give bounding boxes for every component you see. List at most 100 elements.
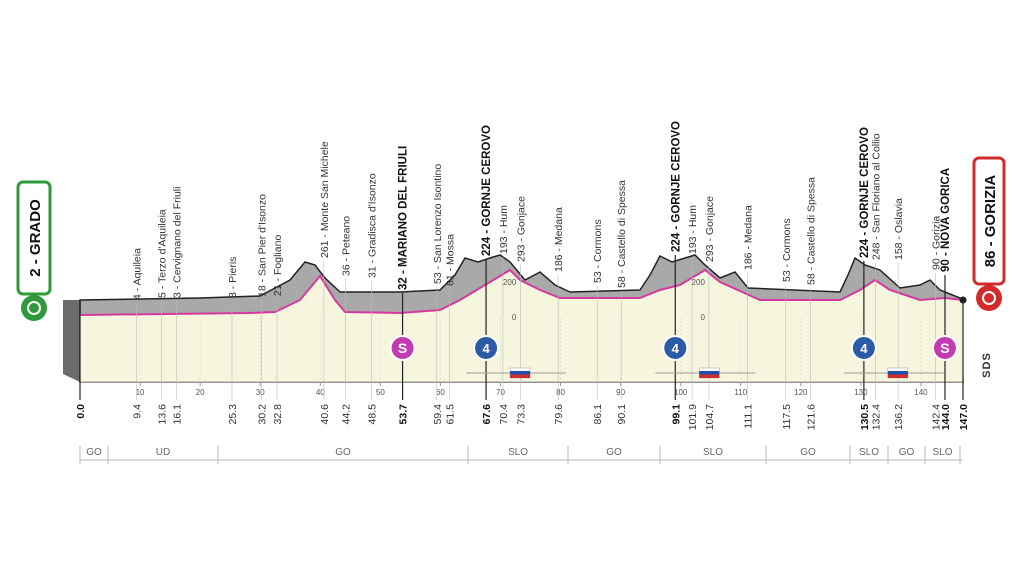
finish-icon bbox=[976, 285, 1002, 311]
flag-red bbox=[510, 374, 531, 378]
waypoint-km: 13.6 bbox=[157, 404, 169, 425]
flag-red bbox=[699, 374, 720, 378]
waypoint-km: 79.6 bbox=[553, 404, 565, 425]
waypoint-km: 30.2 bbox=[256, 404, 268, 425]
flag-red bbox=[887, 374, 908, 378]
finish-icon-inner bbox=[982, 291, 996, 305]
waypoint-label: 293 - Gonjace bbox=[704, 196, 716, 262]
waypoint-label: 4 - Aquileia bbox=[131, 248, 143, 300]
waypoint-km: 32.8 bbox=[272, 404, 284, 425]
waypoint-label: 248 - San Floriano al Collio bbox=[870, 133, 882, 260]
waypoint-km: 70.4 bbox=[498, 404, 510, 425]
waypoint-km: 48.5 bbox=[366, 404, 378, 425]
waypoint-label: 21 - Fogliano bbox=[272, 235, 284, 296]
waypoint-km: 67.6 bbox=[481, 404, 493, 425]
climb-label: 4 bbox=[672, 341, 680, 356]
start-badge bbox=[16, 180, 52, 296]
region-label: GO bbox=[86, 447, 102, 458]
climb-icon bbox=[850, 335, 877, 361]
profile-base bbox=[80, 270, 963, 382]
flag-blue bbox=[887, 371, 908, 375]
profile-dark-side bbox=[63, 300, 80, 382]
waypoint-km: 121.6 bbox=[805, 404, 817, 430]
region-label: GO bbox=[800, 447, 816, 458]
waypoint-km: 40.6 bbox=[319, 404, 331, 425]
sprint-icon bbox=[389, 335, 416, 361]
climb-icon bbox=[473, 335, 500, 361]
start-icon-inner bbox=[27, 301, 41, 315]
axis-tick-label: 90 bbox=[616, 388, 625, 397]
axis-tick-label: 40 bbox=[316, 388, 325, 397]
waypoint-km: 16.1 bbox=[172, 404, 184, 425]
waypoint-km: 132.4 bbox=[870, 404, 882, 430]
profile-line bbox=[79, 268, 964, 316]
climb-icon bbox=[662, 335, 689, 361]
region-label: GO bbox=[606, 447, 622, 458]
waypoint-label: 61 - Mossa bbox=[444, 234, 456, 286]
waypoint-label: 18 - San Pier d'Isonzo bbox=[256, 194, 268, 297]
flag-blue bbox=[699, 371, 720, 375]
waypoint-km: 101.9 bbox=[687, 404, 699, 430]
waypoint-km: 104.7 bbox=[704, 404, 716, 430]
waypoint-label: 193 - Hum bbox=[687, 205, 699, 254]
axis-tick-label: 50 bbox=[376, 388, 385, 397]
waypoint-label: 224 - GORNJE CEROVO bbox=[670, 121, 682, 252]
scale-label: 0 bbox=[700, 313, 705, 322]
axis-tick-label: 140 bbox=[914, 388, 928, 397]
region-label: SLO bbox=[508, 447, 528, 458]
waypoint-label: 3 - Cervignano del Friuli bbox=[172, 187, 184, 298]
waypoint-km: 0.0 bbox=[75, 404, 87, 419]
waypoint-km: 142.4 bbox=[930, 404, 942, 430]
waypoint-km: 136.2 bbox=[893, 404, 905, 430]
waypoint-label: 31 - Gradisca d'Isonzo bbox=[366, 173, 378, 278]
finish-badge bbox=[972, 156, 1006, 286]
axis-tick-label: 10 bbox=[136, 388, 145, 397]
waypoint-label: 224 - GORNJE CEROVO bbox=[859, 127, 871, 258]
waypoint-km: 9.4 bbox=[131, 404, 143, 419]
axis-tick-label: 60 bbox=[436, 388, 445, 397]
axis-tick-label: 100 bbox=[674, 388, 688, 397]
waypoint-label: 58 - Castello di Spessa bbox=[616, 180, 628, 288]
axis-tick-label: 110 bbox=[734, 388, 747, 397]
waypoint-label: 53 - Cormons bbox=[592, 219, 604, 283]
region-label: SLO bbox=[859, 447, 879, 458]
waypoint-km: 61.5 bbox=[444, 404, 456, 425]
waypoint-km: 117.5 bbox=[781, 404, 793, 430]
waypoint-km: 53.7 bbox=[398, 404, 410, 425]
waypoint-km: 147.0 bbox=[958, 404, 970, 430]
waypoint-label: 53 - Cormons bbox=[781, 218, 793, 282]
waypoint-label: 5 - Terzo d'Aquileia bbox=[157, 209, 169, 298]
waypoint-label: 186 - Medana bbox=[553, 207, 565, 272]
sprint-label: S bbox=[398, 340, 407, 356]
waypoint-label: 53 - San Lorenzo Isontino bbox=[432, 164, 444, 284]
axis-tick-label: 120 bbox=[794, 388, 808, 397]
waypoint-km: 90.1 bbox=[616, 404, 628, 425]
axis-tick-label: 30 bbox=[256, 388, 265, 397]
waypoint-label: 261 - Monte San Michele bbox=[319, 141, 331, 258]
waypoint-label: 32 - MARIANO DEL FRIULI bbox=[398, 146, 410, 290]
waypoint-label: 293 - Gonjace bbox=[515, 196, 527, 262]
waypoint-label: 158 - Oslavia bbox=[893, 198, 905, 260]
waypoint-km: 130.5 bbox=[859, 404, 871, 430]
waypoint-km: 44.2 bbox=[341, 404, 353, 425]
region-label: SLO bbox=[932, 447, 952, 458]
waypoint-label: 8 - Pieris bbox=[227, 257, 239, 298]
climb-label: 4 bbox=[482, 341, 490, 356]
axis-tick-label: 130 bbox=[854, 388, 868, 397]
region-label: UD bbox=[156, 447, 170, 458]
region-label: GO bbox=[899, 447, 915, 458]
axis-tick-label: 70 bbox=[496, 388, 505, 397]
flag-blue bbox=[510, 371, 531, 375]
waypoint-km: 111.1 bbox=[742, 404, 754, 429]
sprint-label: S bbox=[940, 340, 949, 356]
logo: SDS bbox=[981, 352, 993, 378]
climb-label: 4 bbox=[860, 341, 868, 356]
waypoint-km: 73.3 bbox=[515, 404, 527, 425]
region-label: GO bbox=[335, 447, 351, 458]
waypoint-km: 99.1 bbox=[670, 404, 682, 425]
waypoint-label: 36 - Peteano bbox=[341, 216, 353, 276]
waypoint-km: 59.4 bbox=[432, 404, 444, 425]
region-label: SLO bbox=[703, 447, 723, 458]
sprint-icon bbox=[931, 335, 958, 361]
